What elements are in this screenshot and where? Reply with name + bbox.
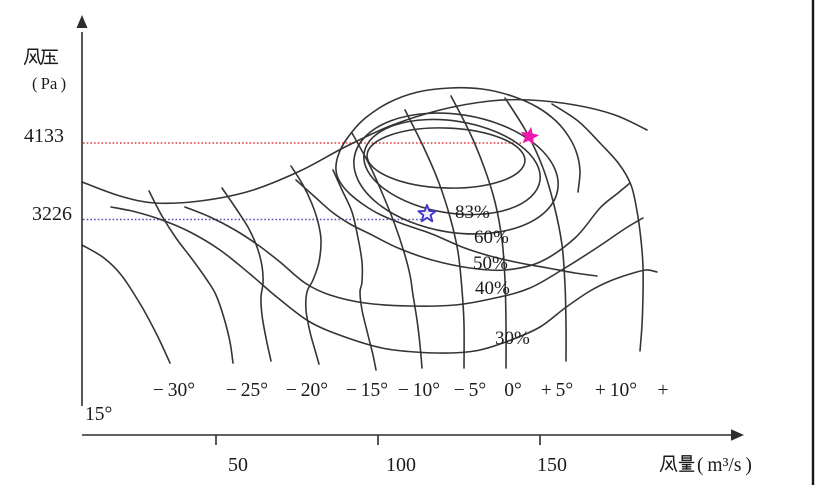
svg-text:− 25°: − 25°	[226, 380, 268, 401]
svg-text:4133: 4133	[24, 125, 64, 147]
svg-text:− 20°: − 20°	[286, 380, 328, 401]
svg-text:3226: 3226	[32, 203, 72, 225]
svg-text:+ 10°: + 10°	[595, 380, 637, 401]
svg-text:150: 150	[537, 454, 567, 476]
svg-text:+: +	[658, 380, 669, 401]
svg-text:40%: 40%	[475, 278, 510, 299]
svg-text:0°: 0°	[504, 380, 522, 401]
svg-text:+ 5°: + 5°	[541, 380, 573, 401]
svg-text:− 15°: − 15°	[346, 380, 388, 401]
svg-text:50%: 50%	[473, 253, 508, 274]
svg-text:( Pa ): ( Pa )	[32, 74, 66, 93]
svg-text:60%: 60%	[474, 227, 509, 248]
svg-text:50: 50	[228, 454, 248, 476]
svg-text:83%: 83%	[455, 202, 490, 223]
svg-text:30%: 30%	[495, 328, 530, 349]
svg-text:− 10°: − 10°	[398, 380, 440, 401]
svg-text:− 30°: − 30°	[153, 380, 195, 401]
svg-text:( m³/s ): ( m³/s )	[697, 455, 752, 476]
svg-text:100: 100	[386, 454, 416, 476]
svg-text:15°: 15°	[85, 404, 112, 425]
svg-text:− 5°: − 5°	[454, 380, 486, 401]
